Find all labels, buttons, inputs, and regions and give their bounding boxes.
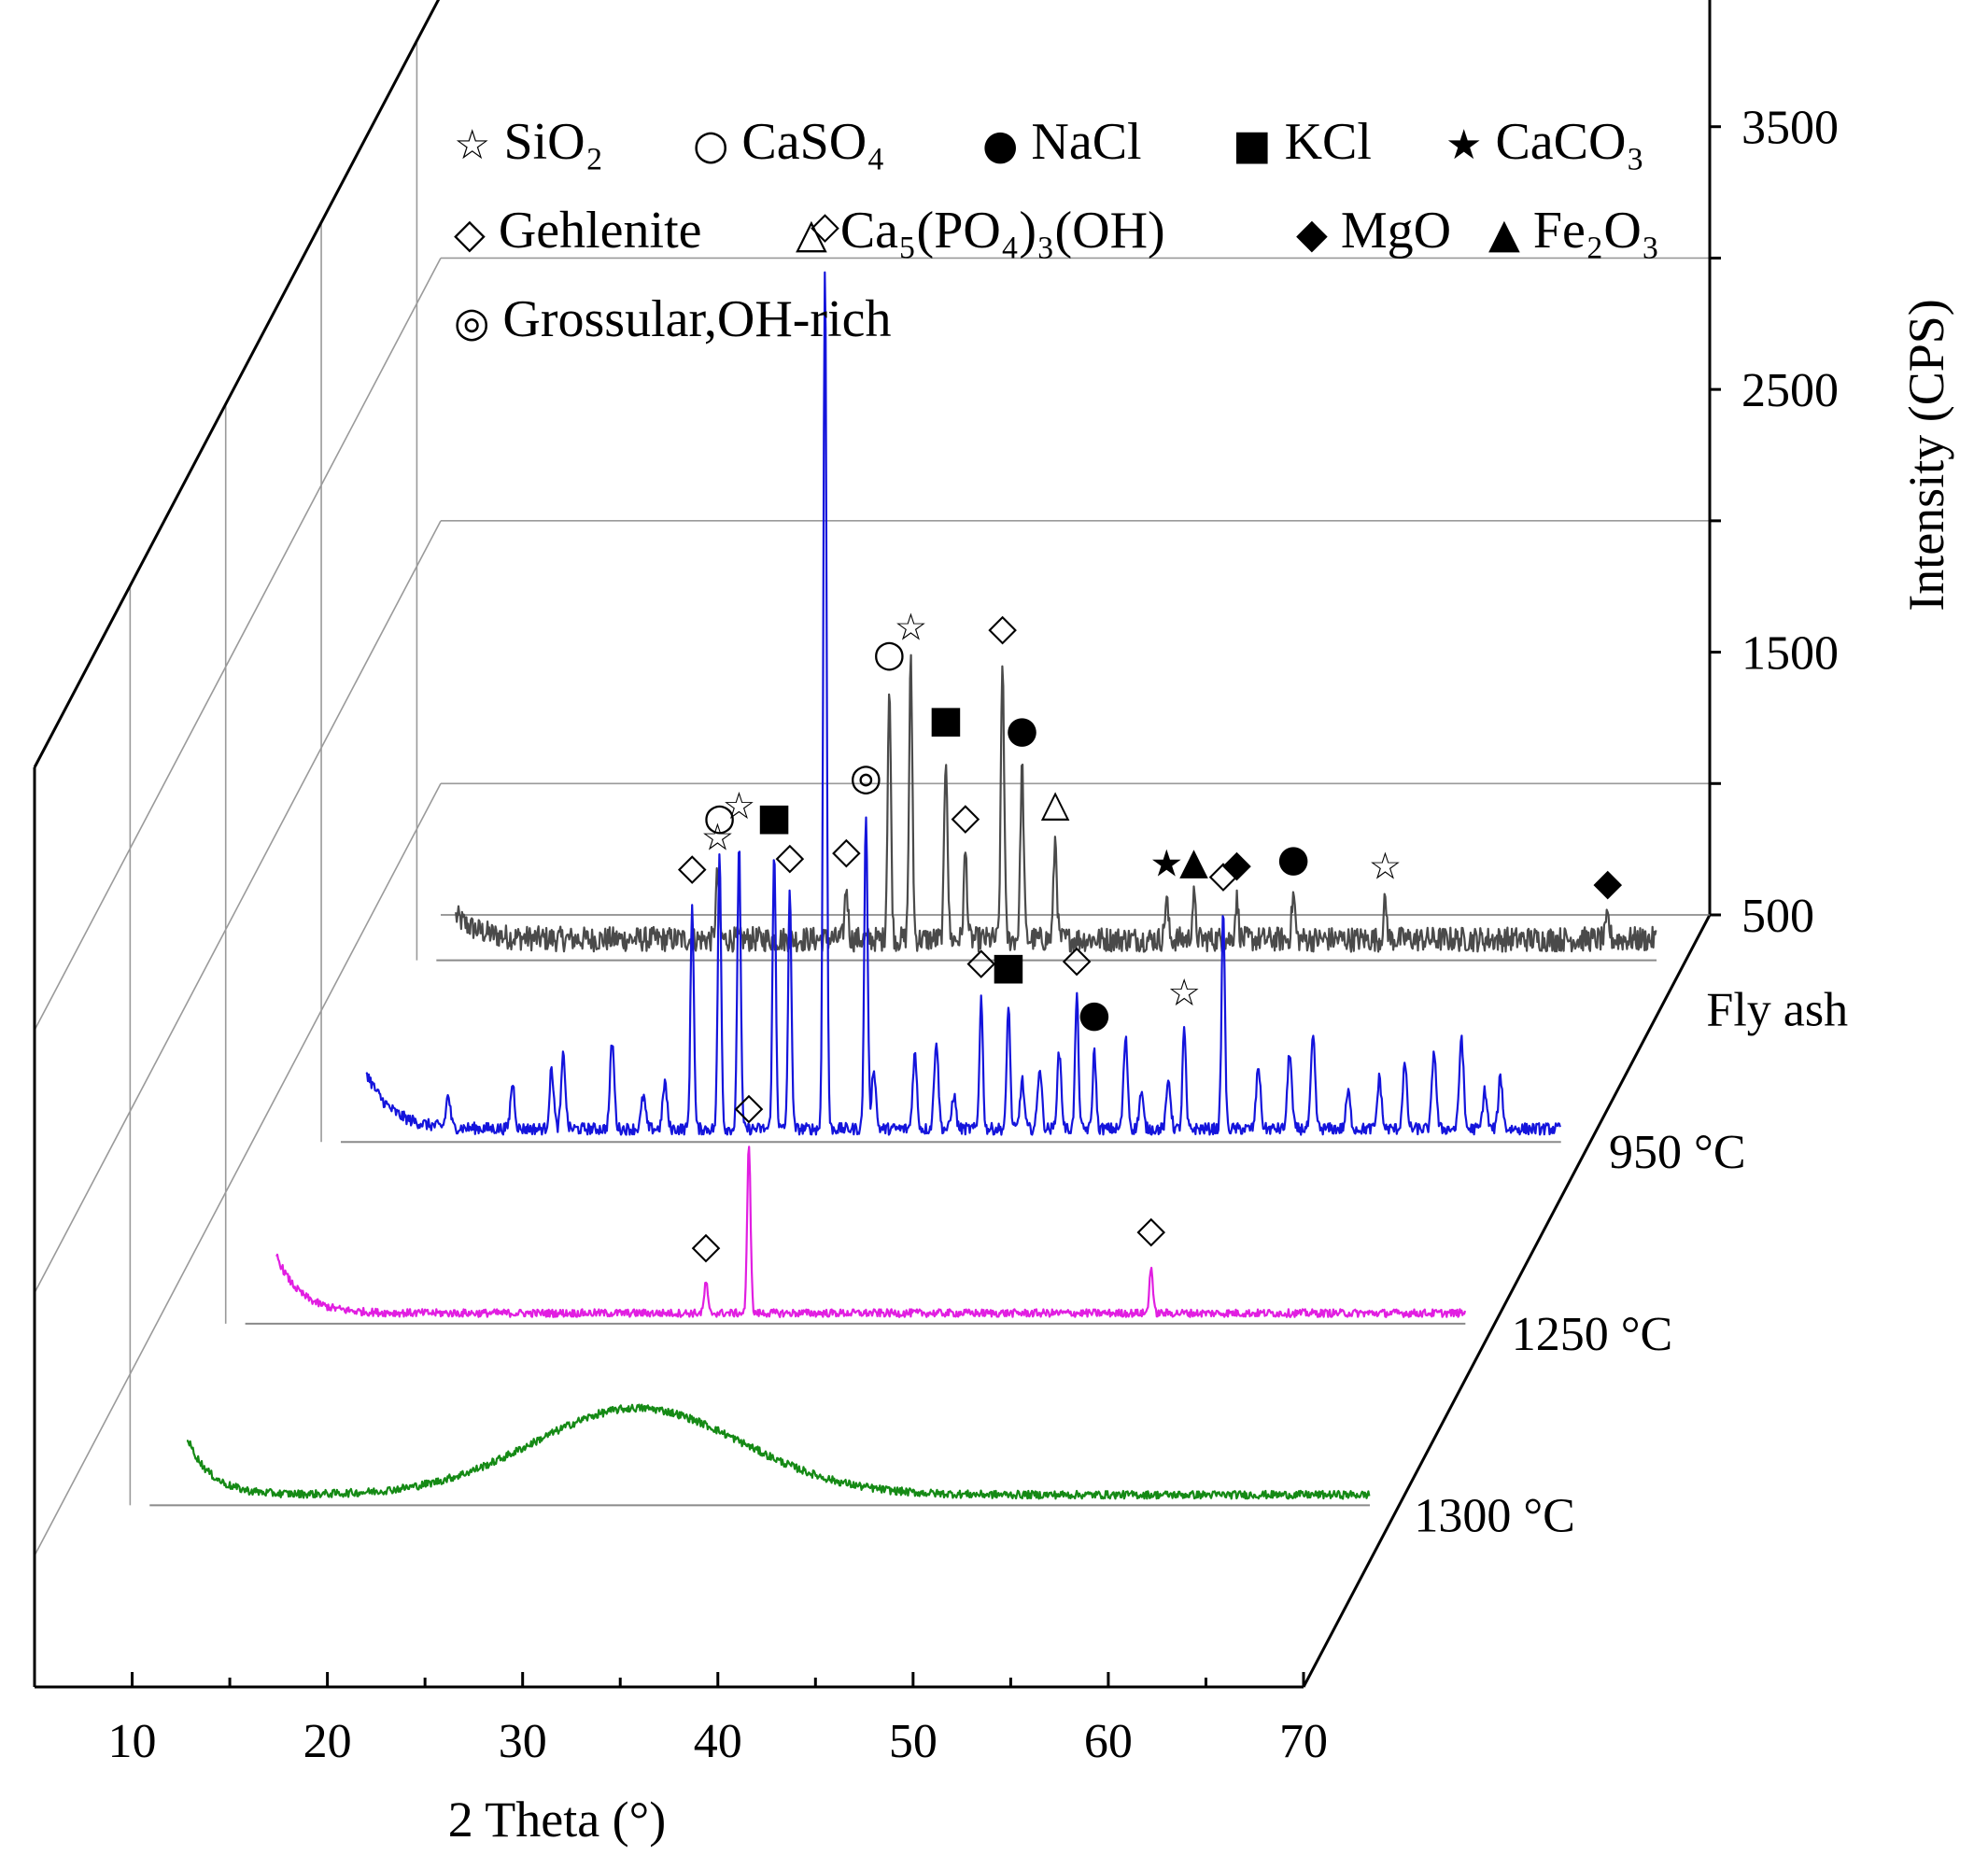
legend-marker: ▲ [1488, 210, 1533, 258]
legend-label: Gehlenite [499, 202, 702, 260]
legend-label: SiO₂ [503, 113, 603, 171]
left-wall-gridline [34, 258, 442, 1031]
legend-entry: ◆ MgO [1296, 202, 1451, 260]
peak-marker: ● [1277, 837, 1310, 880]
legend-marker: △ [796, 210, 840, 258]
legend-entry: ☆ SiO₂ [454, 113, 603, 171]
peak-marker: ● [1006, 709, 1038, 752]
legend-label: KCl [1285, 113, 1372, 171]
legend-entry: ▲ Fe₂O₃ [1488, 202, 1659, 260]
legend-label: MgO [1341, 202, 1451, 260]
peak-marker: ○ [873, 632, 906, 675]
x-axis-title: 2 Theta (°) [448, 1792, 667, 1848]
y-tick-label: 2500 [1741, 364, 1839, 417]
peak-marker: △ [1041, 782, 1070, 825]
legend-entry: ■ KCl [1233, 113, 1372, 171]
x-tick-label: 50 [889, 1715, 938, 1768]
legend-entry: △ Ca₅(PO₄)₃(OH) [796, 202, 1165, 260]
peak-marker: ☆ [1167, 972, 1201, 1015]
y-tick-label: 500 [1741, 890, 1814, 943]
peak-marker: ▲ [1179, 840, 1208, 883]
peak-marker: ☆ [723, 785, 756, 828]
peak-marker: ☆ [1369, 845, 1403, 888]
series-label: 1300 °C [1414, 1489, 1574, 1542]
legend: ☆ SiO₂ ○ CaSO₄ ● NaCl ■ KCl ★ CaCO₃ ◇ Gehleni… [454, 113, 1659, 348]
legend-marker: ■ [1233, 121, 1285, 169]
legend-label: NaCl [1031, 113, 1141, 171]
x-tick-label: 20 [303, 1715, 352, 1768]
peak-marker: ■ [991, 946, 1026, 989]
peak-marker: ○ [703, 795, 736, 838]
peak-marker: ● [1079, 992, 1111, 1035]
y-tick-label: 1500 [1741, 627, 1839, 681]
legend-label: Ca₅(PO₄)₃(OH) [840, 202, 1165, 260]
legend-entry: ○ CaSO₄ [693, 113, 885, 171]
series-line [365, 271, 1561, 1136]
series-line [186, 1403, 1371, 1500]
peak-marker: ◇ [988, 606, 1017, 649]
legend-entry: ◇ Gehlenite [454, 202, 702, 260]
y-tick-label: 3500 [1741, 102, 1839, 155]
peak-marker: ◎ [850, 756, 882, 799]
peak-marker: ★ [1149, 843, 1183, 886]
peak-marker: ◇ [1063, 937, 1092, 980]
axis-text: Fly ash 950 °C 1250 °C 1300 °C 10 20 30 40 50 60 7… [108, 102, 1954, 1848]
legend-label: CaSO₄ [741, 113, 884, 171]
peak-marker: ◇ [1136, 1209, 1165, 1252]
legend-marker: ◎ [454, 299, 502, 346]
legend-marker: ● [982, 121, 1031, 169]
peak-marker: ■ [756, 795, 792, 838]
peak-marker: ◆ [1593, 861, 1622, 904]
legend-marker: ★ [1445, 121, 1495, 169]
left-wall-gridline [34, 520, 442, 1294]
legend-label: Fe₂O₃ [1533, 202, 1660, 260]
peak-markers: ☆ ◇○☆■◇◇●△★▲ ◆ ● ☆ ◆◇○☆ ■◇◇◎◇■ ◇● ☆◇◇◇◇ [678, 204, 1622, 1267]
series-label: Fly ash [1706, 984, 1848, 1037]
axes-frame [33, 0, 1721, 1689]
series-label: 950 °C [1609, 1126, 1745, 1179]
legend-marker: ◆ [1296, 210, 1341, 258]
peak-marker: ◇ [692, 1224, 721, 1267]
x-tick-label: 60 [1084, 1715, 1133, 1768]
peak-marker: ◇ [966, 940, 995, 983]
peak-marker: ☆ [894, 606, 927, 649]
legend-marker: ○ [693, 121, 741, 169]
floor-right-edge [1302, 914, 1712, 1688]
legend-label: CaCO₃ [1495, 113, 1644, 171]
y-axis-title: Intensity (CPS) [1898, 299, 1954, 611]
peak-marker: ◇ [678, 846, 707, 889]
legend-entry: ● NaCl [982, 113, 1142, 171]
peak-marker: ◇ [735, 1085, 764, 1128]
x-tick-label: 30 [499, 1715, 547, 1768]
x-tick-label: 10 [108, 1715, 157, 1768]
legend-label: Grossular,OH-rich [502, 290, 891, 348]
peak-marker: ☆ [700, 816, 734, 859]
series-line [455, 653, 1657, 953]
x-tick-label: 70 [1279, 1715, 1328, 1768]
legend-entry: ★ CaCO₃ [1445, 113, 1644, 171]
series-line [275, 1145, 1467, 1318]
legend-marker: ◇ [454, 210, 499, 258]
peak-marker: ◇ [1209, 853, 1238, 896]
legend-entry: ◎ Grossular,OH-rich [454, 290, 891, 348]
top-left-edge [33, 0, 441, 768]
series-label: 1250 °C [1512, 1308, 1672, 1361]
series-layer [186, 271, 1657, 1500]
peak-marker: ◇ [811, 204, 839, 247]
peak-marker: ◇ [775, 836, 804, 878]
peak-marker: ◇ [832, 830, 861, 873]
peak-marker: ◇ [952, 795, 980, 838]
peak-marker: ■ [928, 698, 964, 741]
left-wall-gridline [34, 782, 442, 1556]
peak-marker: ◆ [1222, 843, 1251, 886]
x-tick-label: 40 [694, 1715, 742, 1768]
legend-marker: ☆ [454, 121, 503, 169]
